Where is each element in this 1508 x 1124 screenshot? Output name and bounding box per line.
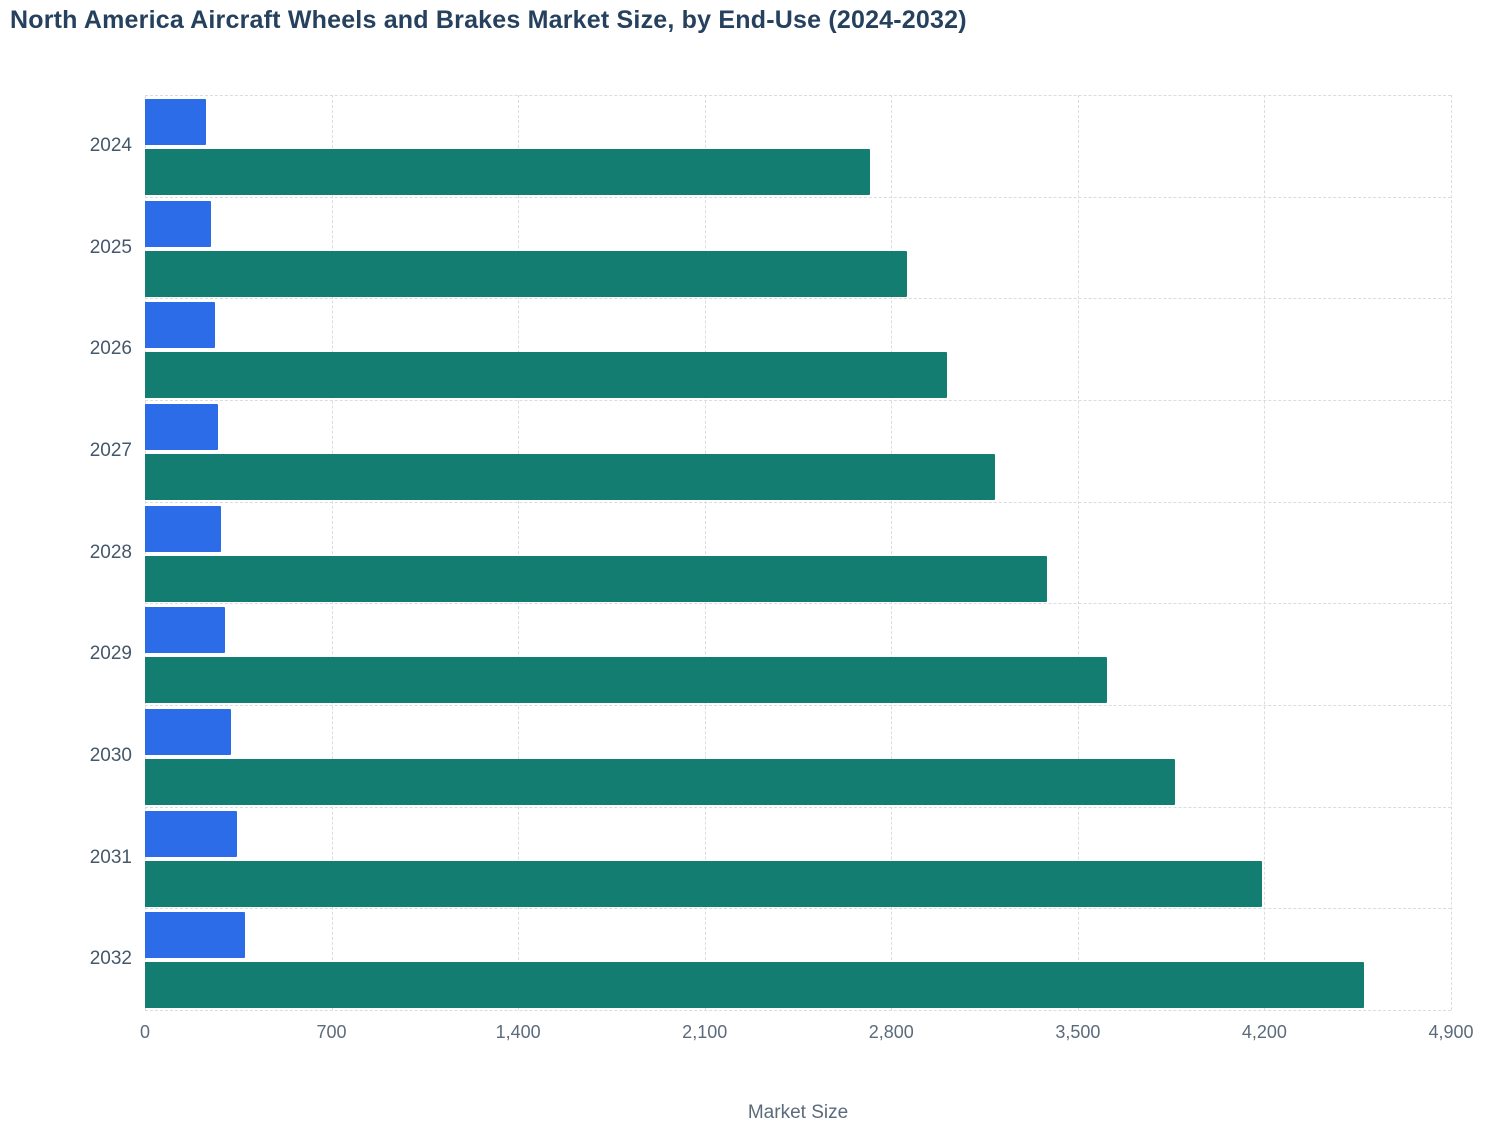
x-axis-title: Market Size (747, 1102, 849, 1123)
bar-teal-2025[interactable] (145, 250, 908, 297)
y-axis-label: 2032 (89, 948, 132, 970)
x-tick-label: 4,900 (1428, 1022, 1474, 1042)
x-tick-label: 1,400 (495, 1022, 541, 1042)
y-axis-label: 2027 (89, 439, 132, 461)
bar-blue-2025[interactable] (145, 200, 212, 247)
bar-blue-2026[interactable] (145, 302, 215, 349)
gridline-horizontal (145, 705, 1451, 706)
bar-blue-2032[interactable] (145, 912, 245, 959)
y-axis-label: 2028 (89, 541, 132, 563)
gridline-vertical (1264, 95, 1266, 1010)
x-tick-label: 0 (139, 1022, 151, 1042)
bar-teal-2026[interactable] (145, 352, 948, 399)
bar-blue-2029[interactable] (145, 607, 226, 654)
gridline-horizontal (145, 603, 1451, 605)
bar-teal-2029[interactable] (145, 657, 1108, 704)
gridline-horizontal (145, 908, 1451, 910)
gridline-horizontal (145, 298, 1451, 300)
bar-blue-2031[interactable] (145, 810, 238, 857)
gridline-horizontal (145, 95, 1451, 96)
plot-area: 2024 2025 2026 2027 2028 2029 2030 2031 2032 (90, 95, 1452, 1011)
y-axis-label: 2025 (89, 236, 132, 258)
x-tick-label: 4,200 (1241, 1022, 1287, 1042)
y-axis-label: 2031 (89, 846, 132, 868)
x-tick-label: 2,800 (868, 1022, 914, 1042)
bar-teal-2027[interactable] (145, 454, 996, 500)
chart-title: North America Aircraft Wheels and Brakes… (10, 6, 967, 34)
gridline-horizontal (145, 196, 1451, 198)
gridline-vertical (331, 95, 333, 1010)
bar-blue-2024[interactable] (145, 99, 207, 145)
gridline-horizontal (145, 1010, 1451, 1011)
gridline-vertical (704, 95, 706, 1010)
gridline-horizontal (145, 400, 1451, 401)
bar-teal-2030[interactable] (145, 759, 1176, 805)
gridline-vertical (1451, 95, 1452, 1010)
bar-teal-2032[interactable] (145, 962, 1365, 1009)
gridline-vertical (1077, 95, 1079, 1010)
bar-blue-2030[interactable] (145, 709, 231, 755)
gridline-vertical (145, 95, 146, 1010)
bar-blue-2028[interactable] (145, 505, 222, 552)
x-tick-label: 2,100 (682, 1022, 728, 1042)
y-axis-label: 2030 (89, 744, 132, 766)
bar-teal-2031[interactable] (145, 860, 1262, 907)
bar-teal-2028[interactable] (145, 555, 1048, 602)
y-axis-label: 2024 (89, 134, 132, 156)
gridline-vertical (518, 95, 520, 1010)
x-tick-label: 700 (316, 1022, 347, 1042)
x-axis: 0 700 1,400 2,100 2,800 3,500 4,200 4,900 (140, 1022, 1474, 1046)
bar-blue-2027[interactable] (145, 404, 218, 450)
gridline-horizontal (145, 501, 1451, 503)
gridline-horizontal (145, 806, 1451, 808)
y-axis-label: 2029 (89, 643, 132, 665)
bar-teal-2024[interactable] (145, 149, 870, 195)
y-axis-label: 2026 (89, 338, 132, 360)
gridline-vertical (891, 95, 893, 1010)
x-tick-label: 3,500 (1055, 1022, 1101, 1042)
